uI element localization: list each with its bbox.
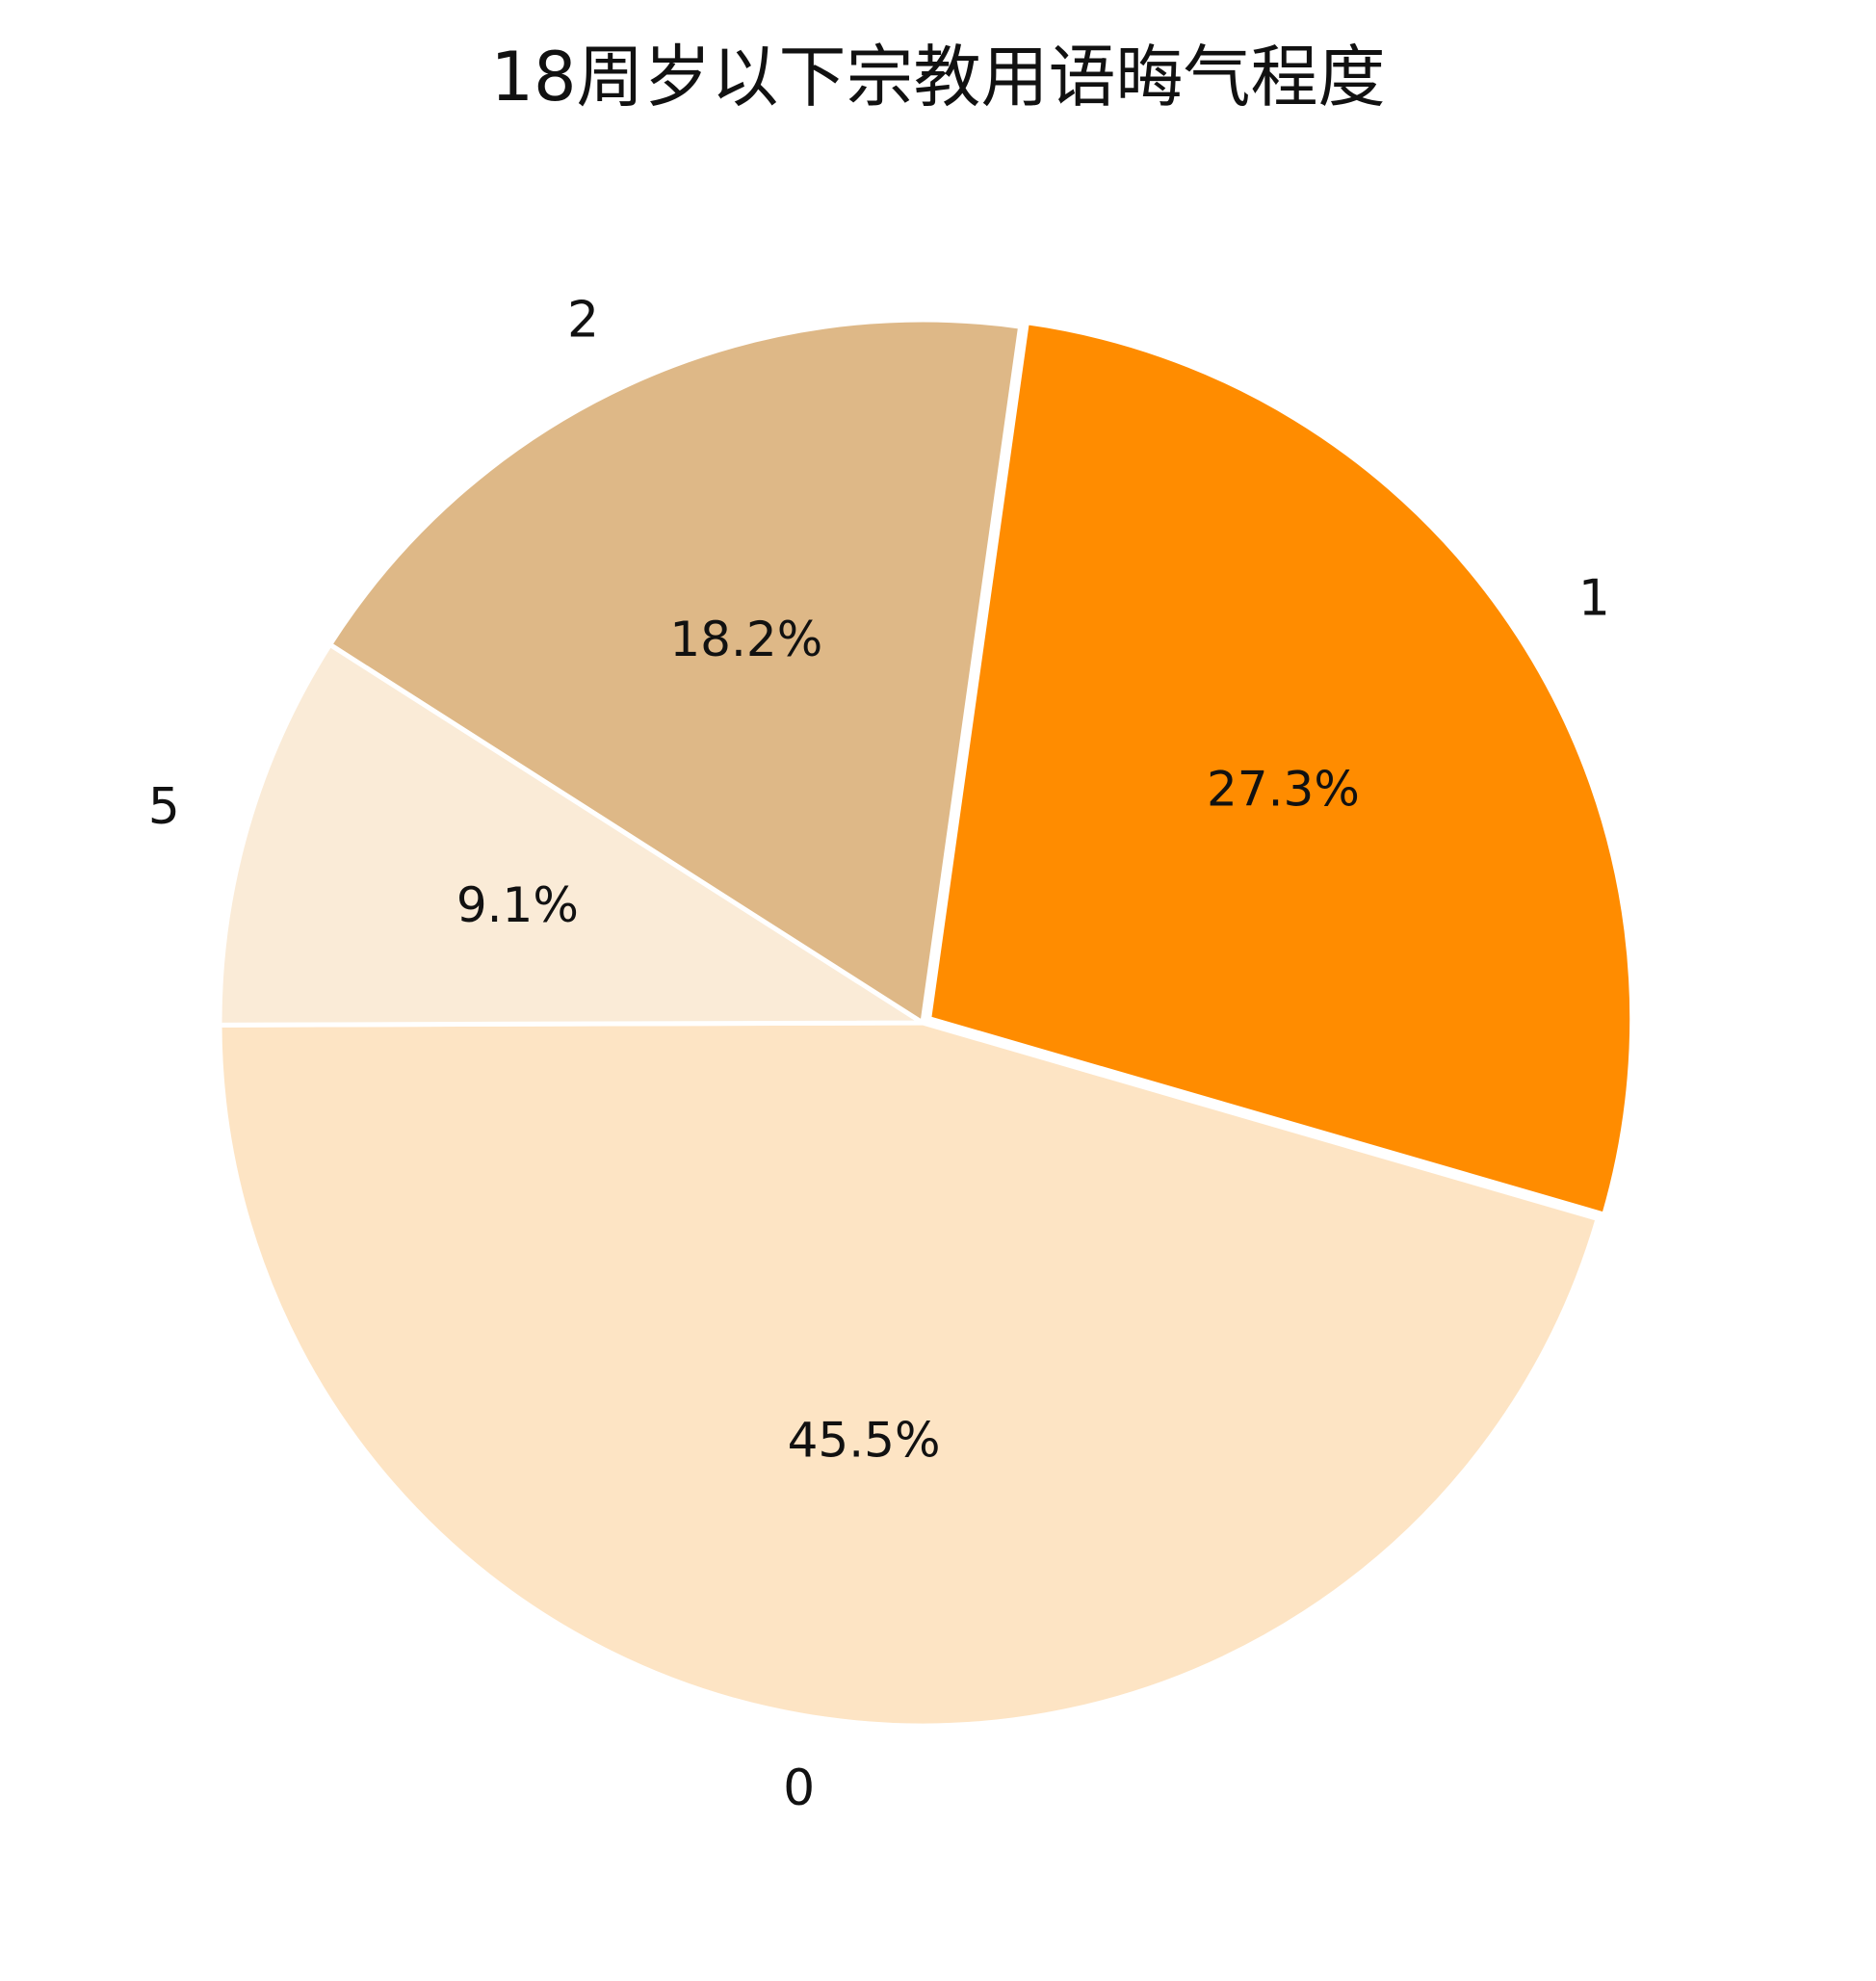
pie-slices [217,317,1635,1729]
pie-labels: 27.3% 1 45.5% 0 9.1% 5 18.2% 2 [148,292,1610,1818]
pie-slice-5 [217,641,925,1028]
category-label-0: 0 [783,1759,815,1817]
pct-label-0: 45.5% [788,1413,941,1469]
category-label-2: 2 [567,292,599,350]
pct-label-1: 27.3% [1207,762,1360,818]
pct-label-5: 9.1% [456,877,579,933]
pie-slice-0 [217,1020,1601,1729]
chart-title: 18周岁以下宗教用语晦气程度 [490,38,1386,117]
category-label-5: 5 [148,778,180,836]
pie-slice-1 [926,320,1635,1217]
pie-slice-2 [327,317,1024,1026]
category-label-1: 1 [1578,569,1610,627]
pct-label-2: 18.2% [669,612,822,667]
